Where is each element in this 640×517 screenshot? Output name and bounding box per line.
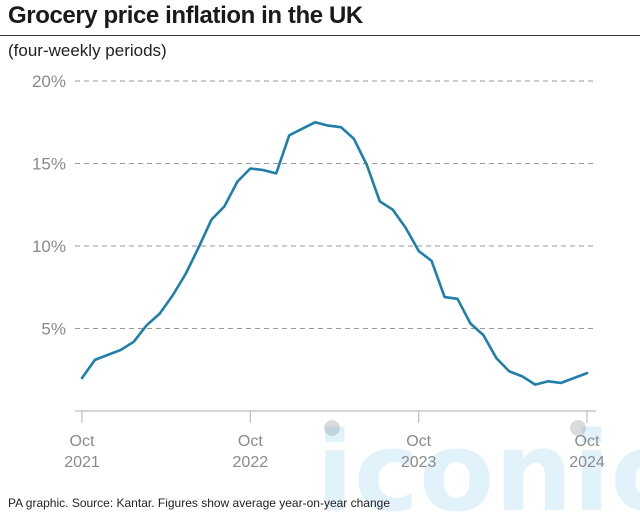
x-tick-label-month: Oct: [575, 433, 600, 450]
x-tick-label-month: Oct: [406, 433, 431, 450]
y-tick-label: 10%: [32, 237, 66, 256]
series-layer: [80, 121, 589, 386]
watermark-dot-right: [570, 420, 586, 436]
x-tick-label-year: 2021: [64, 454, 100, 471]
series-line-0: [80, 121, 589, 386]
x-axis: Oct 2021 Oct 2022 Oct 2023 Oct 2024: [64, 410, 605, 471]
y-tick-label: 15%: [32, 155, 66, 174]
chart-title: Grocery price inflation in the UK: [8, 2, 363, 29]
x-tick-label-month: Oct: [70, 433, 95, 450]
source-footer: PA graphic. Source: Kantar. Figures show…: [8, 496, 390, 510]
gridlines: [75, 80, 596, 329]
y-tick-label: 20%: [32, 72, 66, 91]
iconic-watermark: iconic: [316, 408, 640, 517]
title-rule: [0, 35, 640, 36]
x-tick-label-year: 2024: [569, 454, 605, 471]
x-tick-label-year: 2022: [233, 454, 269, 471]
x-tick-label-month: Oct: [238, 433, 263, 450]
y-tick-label: 5%: [41, 320, 66, 339]
x-tick-label-year: 2023: [401, 454, 437, 471]
watermark-text: iconic: [316, 408, 640, 517]
chart-subtitle: (four-weekly periods): [8, 41, 167, 60]
watermark-dot-left: [324, 420, 340, 436]
y-axis-ticks: 5% 10% 15% 20%: [32, 72, 66, 339]
